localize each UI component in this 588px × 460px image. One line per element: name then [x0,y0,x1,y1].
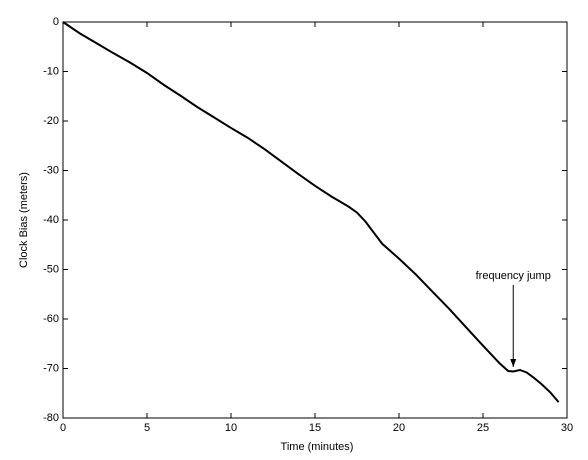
y-tick-label: -10 [43,65,59,77]
y-tick-label: -80 [43,412,59,424]
x-axis-label: Time (minutes) [281,441,354,453]
y-tick-label: 0 [53,16,59,28]
y-tick-label: -30 [43,164,59,176]
x-tick-label: 20 [393,422,405,434]
x-tick-label: 25 [477,422,489,434]
y-tick-label: -50 [43,263,59,275]
data-line [62,21,560,403]
y-axis-label: Clock Bias (meters) [18,172,30,268]
x-tick-label: 10 [225,422,237,434]
x-tick-label: 5 [144,422,150,434]
y-tick-label: -40 [43,214,59,226]
y-tick-label: -70 [43,362,59,374]
x-tick-label: 15 [309,422,321,434]
annotation-text: frequency jump [476,270,551,282]
y-tick-label: -20 [43,115,59,127]
x-tick-label: 30 [561,422,573,434]
x-tick-label: 0 [60,422,66,434]
y-tick-label: -60 [43,313,59,325]
plot-frame [62,21,568,419]
annotation-arrowhead [510,358,517,367]
